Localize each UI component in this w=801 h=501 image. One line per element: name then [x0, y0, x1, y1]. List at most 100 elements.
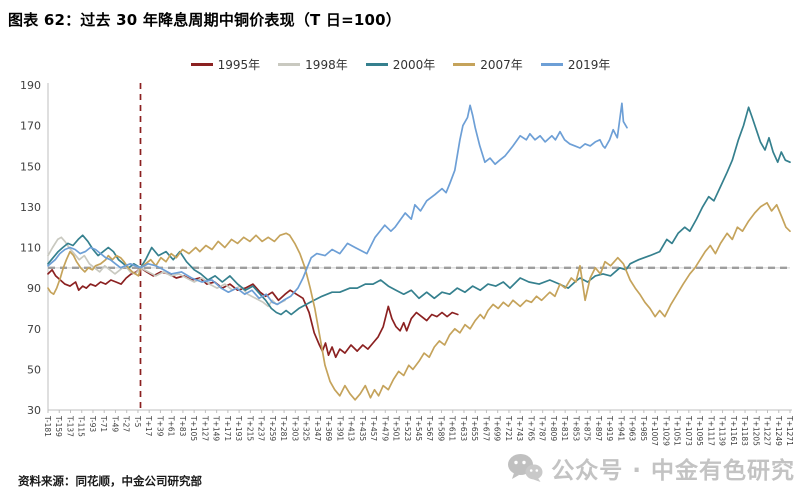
x-tick-label: T+787	[538, 415, 547, 441]
legend-item-2007年: 2007年	[453, 56, 523, 73]
x-tick-label: T+17	[144, 415, 153, 437]
x-tick-label: T+347	[313, 415, 322, 441]
legend-item-2019年: 2019年	[540, 56, 610, 73]
y-tick-label: 170	[20, 120, 41, 133]
y-tick-label: 150	[20, 160, 41, 173]
x-tick-label: T+215	[245, 415, 254, 441]
x-tick-label: T-5	[133, 415, 142, 428]
x-tick-label: T+919	[605, 415, 614, 441]
source-note: 资料来源：同花顺，中金公司研究部	[18, 474, 202, 488]
x-tick-label: T+721	[504, 415, 513, 441]
y-tick-label: 90	[27, 282, 41, 295]
x-tick-label: T+655	[470, 415, 479, 441]
series-line-2000年	[47, 106, 791, 316]
series-line-2019年	[47, 102, 628, 306]
watermark: 公众号 · 中金有色研究	[507, 451, 795, 485]
x-tick-label: T-93	[88, 415, 97, 432]
x-tick-label: T-115	[77, 415, 86, 437]
series-line-1998年	[47, 236, 286, 308]
x-tick-label: T+391	[335, 415, 344, 441]
x-tick-label: T+171	[223, 415, 232, 441]
x-tick-label: T+39	[155, 415, 164, 437]
x-tick-label: T+853	[571, 415, 580, 441]
x-tick-label: T-71	[99, 415, 108, 432]
x-tick-label: T+237	[257, 415, 266, 441]
x-tick-label: T+1227	[763, 415, 772, 446]
chart-title: 图表 62：过去 30 年降息周期中铜价表现（T 日=100）	[8, 11, 401, 29]
x-tick-label: T+435	[358, 415, 367, 441]
x-tick-label: T+875	[583, 415, 592, 441]
legend-item-1998年: 1998年	[278, 56, 348, 73]
legend-label: 2000年	[392, 58, 436, 72]
legend-swatch	[453, 63, 476, 66]
x-tick-label: T+325	[302, 415, 311, 441]
series-line-2007年	[47, 201, 791, 401]
legend-label: 2007年	[480, 58, 523, 72]
y-tick-label: 50	[27, 363, 41, 376]
x-tick-label: T+1271	[785, 415, 794, 446]
x-tick-label: T-49	[110, 415, 119, 432]
x-tick-label: T+303	[290, 415, 299, 441]
x-tick-label: T+743	[515, 415, 524, 441]
x-tick-label: T+1117	[706, 415, 715, 446]
wechat-icon	[508, 454, 543, 482]
x-tick-label: T+941	[616, 415, 625, 441]
legend-swatch	[190, 63, 213, 66]
x-tick-label: T+127	[200, 415, 209, 441]
x-tick-label: T+1205	[751, 415, 760, 446]
x-tick-label: T+259	[268, 415, 277, 441]
x-tick-label: T+897	[594, 415, 603, 441]
x-tick-label: T+985	[639, 415, 648, 441]
x-tick-label: T+765	[526, 415, 535, 441]
x-tick-label: T+281	[279, 415, 288, 441]
x-tick-label: T+457	[369, 415, 378, 441]
y-tick-label: 70	[27, 323, 41, 336]
series-line-1995年	[47, 266, 459, 359]
x-tick-label: T-27	[122, 415, 131, 432]
x-tick-label: T+1249	[774, 415, 783, 446]
watermark-text: 公众号 · 中金有色研究	[551, 458, 795, 484]
x-tick-label: T+413	[347, 415, 356, 441]
x-tick-label: T+809	[549, 415, 558, 441]
x-tick-label: T+83	[178, 415, 187, 437]
x-tick-label: T+149	[212, 415, 221, 441]
y-tick-label: 30	[27, 404, 41, 417]
legend-swatch	[278, 63, 301, 66]
legend-label: 1998年	[305, 58, 348, 72]
x-tick-label: T+831	[560, 415, 569, 441]
x-tick-label: T+479	[380, 415, 389, 441]
x-tick-label: T+61	[167, 415, 176, 437]
legend-swatch	[540, 63, 563, 66]
x-tick-label: T+369	[324, 415, 333, 441]
legend-label: 1995年	[217, 58, 261, 72]
x-tick-label: T-181	[43, 415, 52, 437]
x-tick-label: T+1139	[718, 415, 727, 446]
x-tick-label: T+611	[448, 415, 457, 441]
x-tick-label: T+1073	[684, 415, 693, 446]
chart-legend: 1995年 1998年 2000年 2007年 2019年	[0, 56, 801, 73]
x-tick-label: T+567	[425, 415, 434, 441]
x-tick-label: T+545	[414, 415, 423, 441]
x-tick-label: T+1183	[740, 415, 749, 446]
x-tick-label: T+1007	[650, 415, 659, 446]
legend-swatch	[365, 63, 388, 66]
x-tick-label: T+963	[628, 415, 637, 441]
x-tick-label: T+1029	[661, 415, 670, 446]
x-tick-label: T+1161	[729, 415, 738, 446]
x-tick-label: T+193	[234, 415, 243, 441]
y-tick-label: 190	[20, 79, 41, 92]
y-tick-label: 110	[20, 242, 41, 255]
legend-item-2000年: 2000年	[365, 56, 436, 73]
x-tick-label: T-159	[54, 415, 63, 437]
x-tick-label: T+1095	[695, 415, 704, 446]
y-tick-label: 130	[20, 201, 41, 214]
x-tick-label: T+633	[459, 415, 468, 441]
x-tick-label: T+589	[436, 415, 445, 441]
x-tick-label: T+501	[392, 415, 401, 441]
x-tick-label: T+105	[189, 415, 198, 441]
x-tick-label: T+1051	[673, 415, 682, 446]
legend-item-1995年: 1995年	[190, 56, 261, 73]
x-tick-label: T-137	[65, 415, 74, 437]
